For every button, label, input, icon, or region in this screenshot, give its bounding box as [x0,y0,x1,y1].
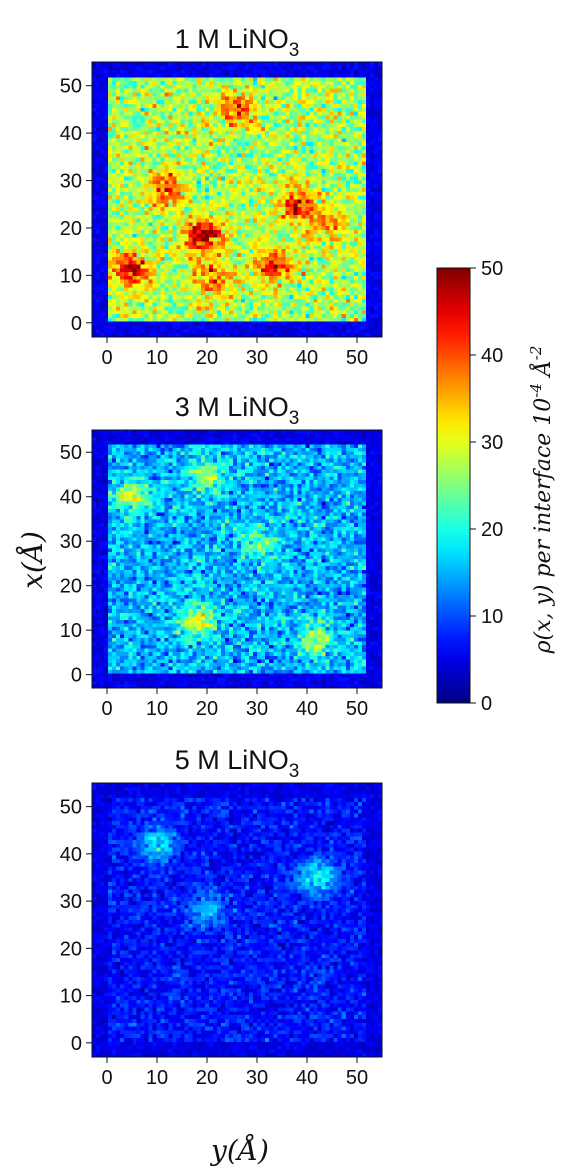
y-tick-label: 20 [60,218,82,240]
x-tick-label: 40 [296,1067,318,1089]
y-tick-label: 20 [60,576,82,598]
panel-title: 1 M LiNO3 [175,24,300,61]
x-tick-label: 30 [246,698,268,720]
x-tick-label: 0 [101,1067,112,1089]
y-tick-label: 10 [60,986,82,1008]
y-tick-label: 0 [71,665,82,687]
x-tick-label: 50 [346,347,368,369]
colorbar-tick-label: 40 [481,345,503,367]
heatmap-cells [92,783,382,1057]
colorbar: 0 10 20 30 40 50 ρ(x, y) per interface 10-4 Å-… [436,258,556,715]
colorbar-tick-label: 20 [481,519,503,541]
colorbar-label: ρ(x, y) per interface 10-4 Å-2 [527,346,556,655]
y-tick-label: 10 [60,620,82,642]
plot-frame [91,429,383,689]
y-tick-label: 40 [60,123,82,145]
x-tick-label: 50 [346,698,368,720]
x-tick-label: 10 [146,347,168,369]
y-tick-label: 10 [60,265,82,287]
plot-frame [91,61,383,338]
y-tick-label: 50 [60,797,82,819]
y-tick-label: 40 [60,844,82,866]
panel-title: 5 M LiNO3 [175,745,300,782]
x-tick-label: 20 [196,1067,218,1089]
y-tick-label: 20 [60,938,82,960]
x-tick-label: 10 [146,698,168,720]
plot-frame [91,782,383,1058]
colorbar-tick-label: 50 [481,258,503,280]
y-axis-label: x(Å) [16,531,49,589]
y-tick-label: 30 [60,531,82,553]
x-tick-label: 30 [246,1067,268,1089]
panel-title: 3 M LiNO3 [175,392,300,429]
x-tick-label: 0 [101,347,112,369]
x-tick-label: 40 [296,347,318,369]
y-tick-label: 40 [60,487,82,509]
colorbar-tick-label: 10 [481,606,503,628]
x-tick-label: 20 [196,347,218,369]
colorbar-gradient [436,267,471,704]
y-tick-label: 50 [60,76,82,98]
y-tick-label: 0 [71,313,82,335]
x-tick-label: 30 [246,347,268,369]
heatmap-cells [92,430,382,688]
y-tick-label: 0 [71,1033,82,1055]
colorbar-tick-label: 30 [481,432,503,454]
y-tick-label: 50 [60,442,82,464]
x-tick-label: 50 [346,1067,368,1089]
x-tick-label: 20 [196,698,218,720]
heatmap-panel-2: 3 M LiNO3 0 10 20 30 40 50 0 10 20 30 40 50 [60,392,383,720]
colorbar-tick-label: 0 [481,693,492,715]
x-axis-label: y(Å) [209,1134,269,1167]
x-tick-label: 40 [296,698,318,720]
heatmap-panel-1: 1 M LiNO3 0 10 20 30 40 50 0 10 20 30 40 50 [60,24,383,369]
x-tick-label: 0 [101,698,112,720]
y-tick-label: 30 [60,891,82,913]
x-tick-label: 10 [146,1067,168,1089]
y-tick-label: 30 [60,171,82,193]
heatmap-panel-3: 5 M LiNO3 0 10 20 30 40 50 0 10 20 30 40 50 [60,745,383,1089]
heatmap-cells [92,62,382,337]
